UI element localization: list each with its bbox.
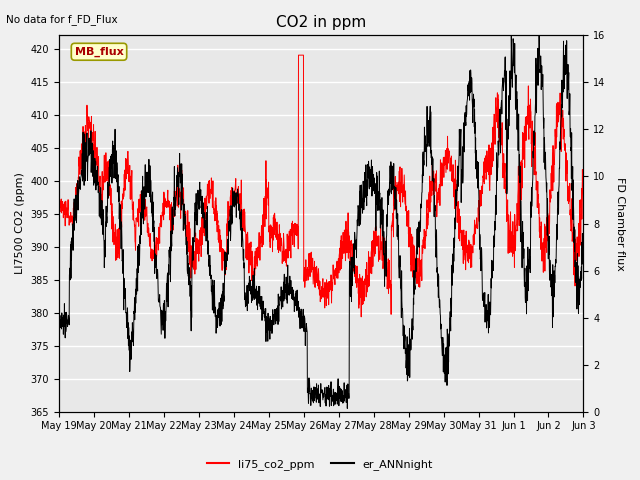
Text: MB_flux: MB_flux [75,47,124,57]
Legend: li75_co2_ppm, er_ANNnight: li75_co2_ppm, er_ANNnight [203,455,437,474]
Title: CO2 in ppm: CO2 in ppm [276,15,366,30]
Text: No data for f_FD_Flux: No data for f_FD_Flux [6,14,118,25]
Y-axis label: FD Chamber flux: FD Chamber flux [615,177,625,270]
Y-axis label: LI7500 CO2 (ppm): LI7500 CO2 (ppm) [15,173,25,275]
